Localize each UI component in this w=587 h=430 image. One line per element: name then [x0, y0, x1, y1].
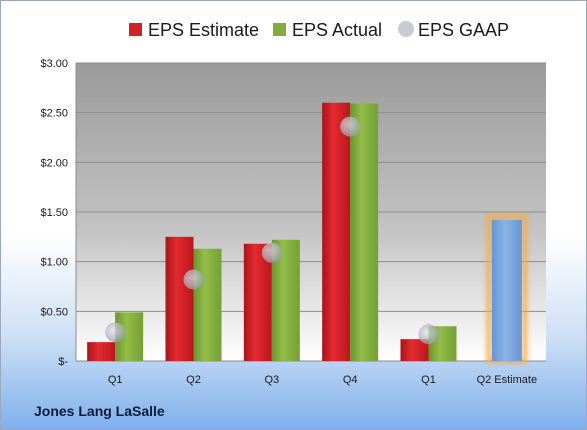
marker-eps-gaap	[261, 242, 282, 263]
y-tick-label: $-	[58, 356, 68, 368]
bars	[87, 102, 528, 364]
x-tick-label: Q1	[108, 374, 123, 386]
y-tick-label: $1.50	[40, 207, 68, 219]
marker-eps-gaap	[418, 324, 439, 345]
y-tick-label: $2.50	[40, 108, 68, 120]
bar-q2-estimate	[491, 219, 522, 361]
legend-label: EPS GAAP	[418, 20, 509, 40]
x-tick-label: Q1	[421, 374, 436, 386]
x-axis: Q1 Q2 Q3 Q4 Q1 Q2 Estimate	[108, 374, 537, 386]
bar-eps-estimate	[165, 236, 194, 361]
bar-eps-estimate	[87, 342, 116, 361]
y-tick-label: $2.00	[40, 157, 68, 169]
grid-lines	[76, 62, 546, 362]
company-name: Jones Lang LaSalle	[34, 403, 165, 419]
x-tick-label: Q3	[264, 374, 279, 386]
marker-eps-gaap	[183, 269, 204, 290]
legend-label: EPS Actual	[292, 20, 382, 40]
x-tick-label: Q2 Estimate	[477, 374, 538, 386]
chart-legend: EPS Estimate EPS Actual EPS GAAP	[129, 20, 509, 40]
bar-eps-estimate	[322, 102, 351, 361]
bar-eps-estimate	[243, 243, 272, 361]
y-tick-label: $3.00	[40, 58, 68, 70]
legend-label: EPS Estimate	[148, 20, 259, 40]
y-tick-label: $1.00	[40, 257, 68, 269]
legend-swatch	[398, 21, 414, 37]
y-tick-label: $0.50	[40, 306, 68, 318]
legend-swatch	[129, 23, 142, 36]
bar-eps-estimate	[400, 339, 429, 361]
x-tick-label: Q2	[186, 374, 201, 386]
marker-eps-gaap	[105, 322, 126, 343]
x-tick-label: Q4	[343, 374, 358, 386]
bar-eps-actual	[193, 248, 222, 361]
marker-eps-gaap	[340, 116, 361, 137]
bar-eps-actual	[350, 103, 379, 361]
legend-swatch	[273, 23, 286, 36]
gaap-markers	[105, 116, 439, 345]
y-axis: $- $0.50 $1.00 $1.50 $2.00 $2.50 $3.00	[40, 58, 77, 368]
